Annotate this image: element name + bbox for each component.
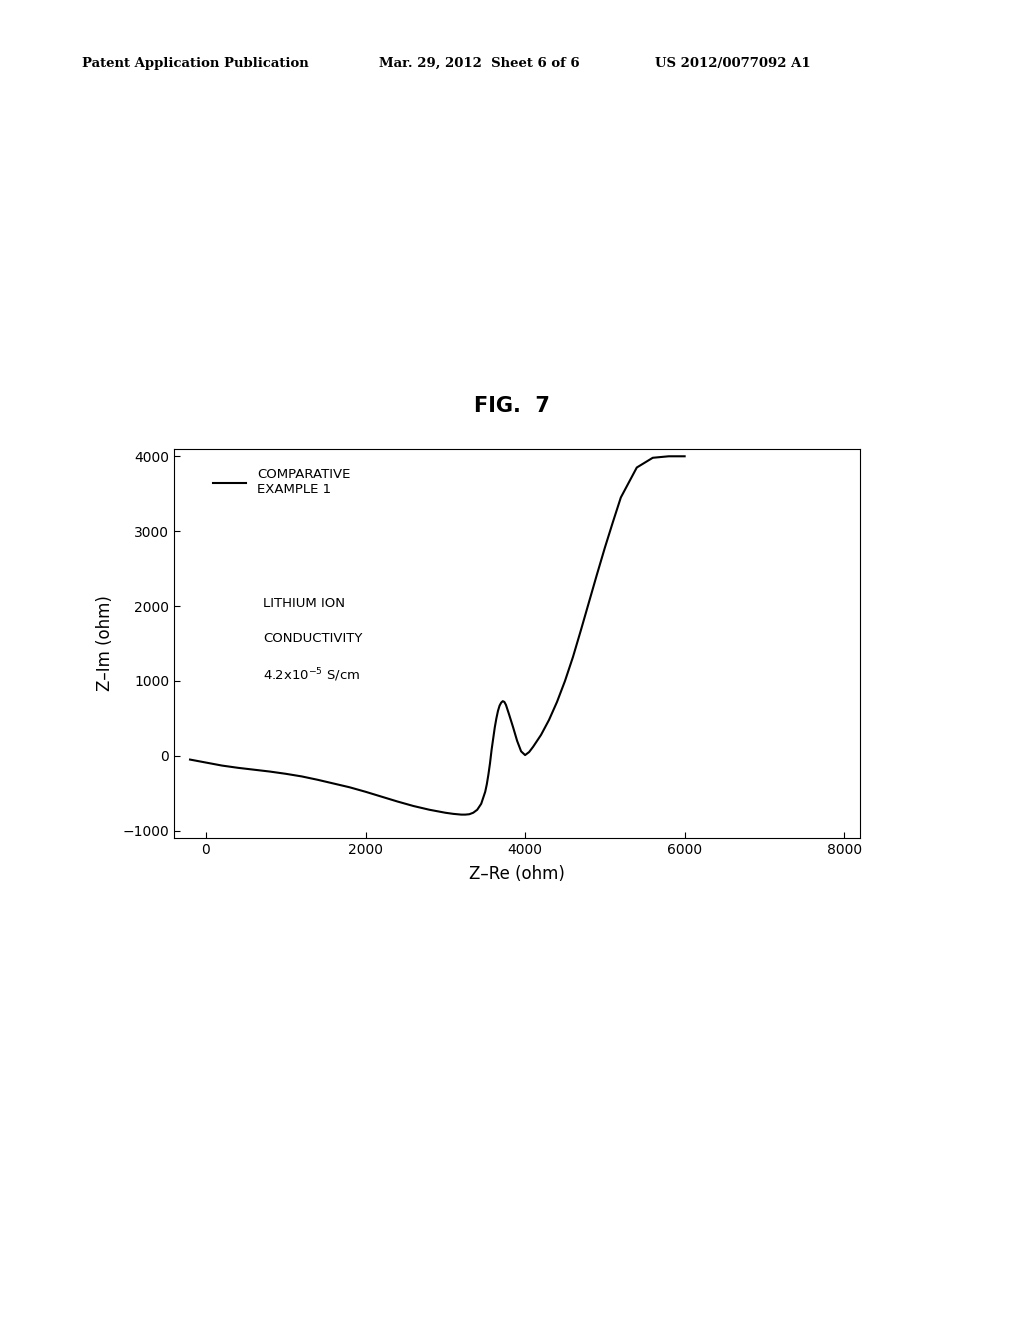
Text: Patent Application Publication: Patent Application Publication — [82, 57, 308, 70]
Legend: COMPARATIVE
EXAMPLE 1: COMPARATIVE EXAMPLE 1 — [208, 463, 355, 502]
Text: LITHIUM ION: LITHIUM ION — [263, 597, 345, 610]
Y-axis label: Z–Im (ohm): Z–Im (ohm) — [96, 595, 114, 692]
Text: Mar. 29, 2012  Sheet 6 of 6: Mar. 29, 2012 Sheet 6 of 6 — [379, 57, 580, 70]
X-axis label: Z–Re (ohm): Z–Re (ohm) — [469, 866, 565, 883]
Text: 4.2x10$^{-5}$ S/cm: 4.2x10$^{-5}$ S/cm — [263, 667, 360, 685]
Text: US 2012/0077092 A1: US 2012/0077092 A1 — [655, 57, 811, 70]
Text: CONDUCTIVITY: CONDUCTIVITY — [263, 632, 362, 644]
Text: FIG.  7: FIG. 7 — [474, 396, 550, 416]
